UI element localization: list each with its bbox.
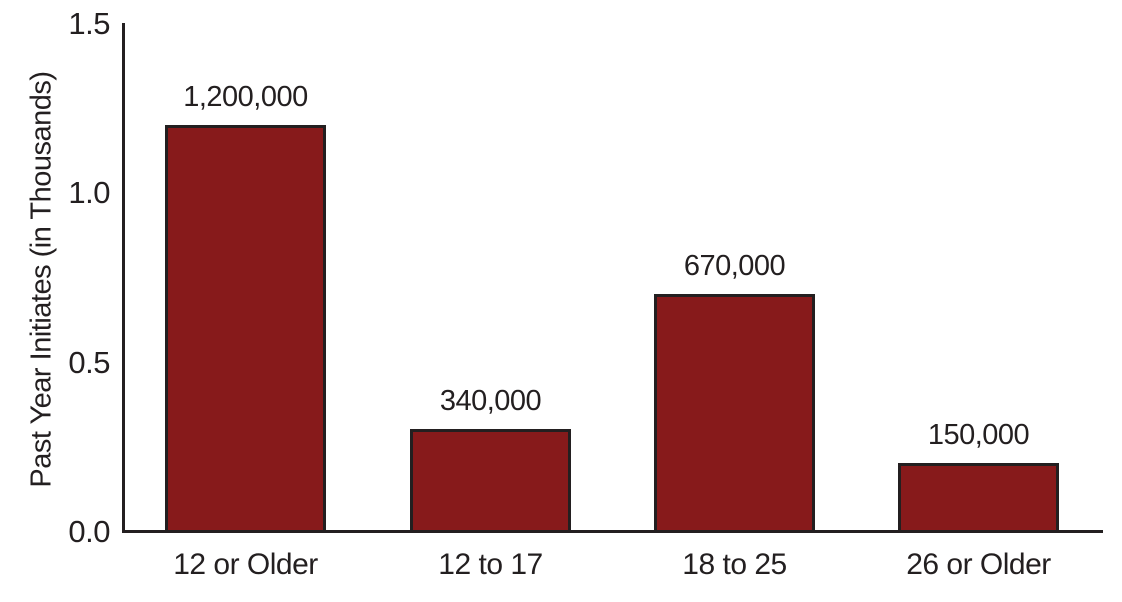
y-axis-line — [122, 23, 125, 533]
x-tick-label: 12 to 17 — [438, 548, 543, 581]
y-axis-title: Past Year Initiates (in Thousands) — [25, 71, 58, 488]
bar-18-to-25 — [654, 293, 815, 533]
x-tick-label: 26 or Older — [906, 548, 1051, 581]
x-tick-label: 12 or Older — [173, 548, 318, 581]
bar-value-label: 1,200,000 — [183, 80, 308, 113]
bar-value-label: 150,000 — [927, 419, 1030, 452]
bar-26-or-older — [898, 463, 1059, 533]
bar-value-label: 340,000 — [439, 385, 542, 418]
y-tick-label: 0.5 — [68, 344, 110, 380]
bar-12-to-17 — [410, 429, 571, 533]
x-axis-line — [122, 530, 1103, 533]
y-tick-label: 1.0 — [68, 175, 110, 211]
y-tick-label: 0.0 — [68, 514, 110, 549]
bar-12-or-older — [165, 124, 326, 533]
y-tick-label: 1.5 — [68, 6, 110, 41]
x-tick-label: 18 to 25 — [682, 548, 787, 581]
bar-value-label: 670,000 — [683, 249, 786, 282]
